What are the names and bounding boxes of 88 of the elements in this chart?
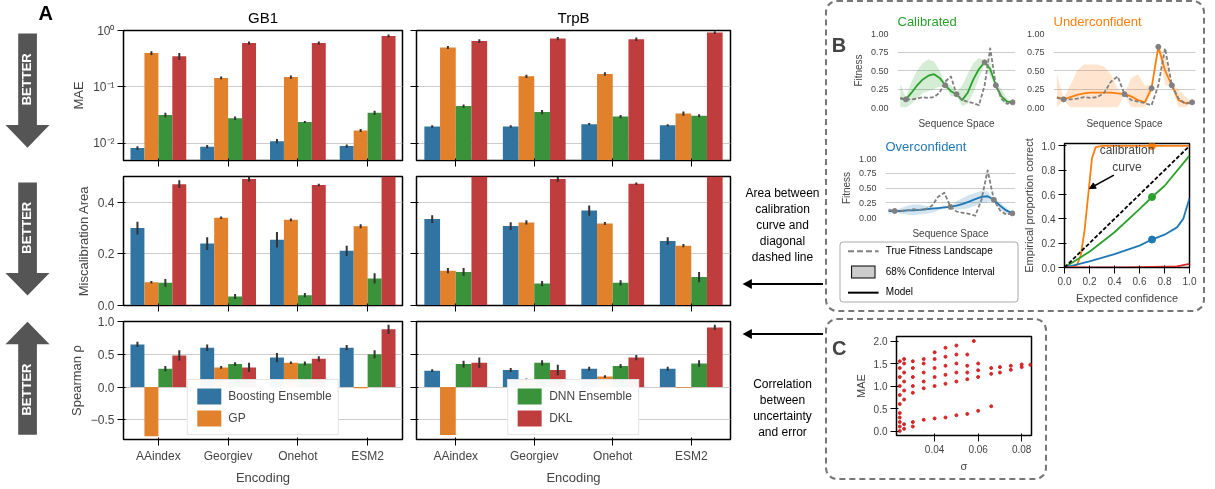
y-tick-label: 0.50 (858, 183, 877, 193)
chart-title: Overconfident (885, 138, 967, 154)
x-axis-title: Encoding (546, 469, 601, 485)
x-tick-label: 0.04 (924, 443, 945, 455)
text: A (38, 2, 53, 24)
y-tick-label: 1.00 (858, 153, 877, 164)
x-tick-label: 0.6 (1132, 275, 1147, 287)
y-tick-label: 10⁻² (93, 136, 115, 151)
y-axis-title: Miscalibration Area (75, 185, 91, 297)
x-tick-label: 1.0 (1182, 275, 1197, 287)
y-tick-label: 0.75 (858, 168, 877, 179)
y-tick-label: 0.75 (870, 47, 889, 57)
y-tick-label: 2.0 (873, 336, 888, 347)
y-tick-label: 10⁰ (97, 23, 115, 38)
x-axis-title: Expected confidence (1075, 291, 1179, 304)
y-axis-title: Fitness (840, 171, 852, 205)
y-tick-label: 0.0 (1041, 262, 1056, 274)
x-tick-label: Georgiev (203, 448, 253, 463)
y-axis-title: Empirical proportion correct (1022, 138, 1035, 273)
legend-label: Boosting Ensemble (228, 389, 332, 403)
y-tick-label: 0.0 (97, 380, 115, 395)
text: Area between calibration curve and diagonal dashed line (745, 186, 820, 265)
y-tick-label: 0.50 (870, 65, 889, 76)
y-tick-label: 0.0 (97, 299, 115, 313)
x-tick-label: 0.4 (1107, 275, 1122, 287)
x-tick-label: Onehot (593, 448, 634, 463)
y-tick-label: 0.25 (858, 197, 877, 208)
y-tick-label: 0.25 (1026, 84, 1045, 94)
x-axis-title: σ (960, 459, 968, 472)
x-axis-title: Encoding (235, 469, 291, 485)
x-tick-label: Georgiev (509, 448, 559, 463)
y-tick-label: 0.5 (97, 347, 115, 362)
legend-label: DNN Ensemble (549, 389, 632, 403)
y-tick-label: 0.0 (873, 426, 888, 437)
text: Model (885, 286, 914, 298)
y-tick-label: 0.4 (1041, 213, 1056, 225)
y-tick-label: 0.4 (97, 195, 115, 210)
x-tick-label: Onehot (278, 448, 319, 463)
chart-title: Calibrated (897, 13, 957, 29)
x-tick-label: 0.08 (1011, 443, 1032, 455)
x-tick-label: ESM2 (674, 448, 708, 463)
y-tick-label: −0.5 (90, 413, 115, 428)
y-axis-title: Fitness (852, 54, 864, 87)
y-tick-label: 0.2 (1041, 238, 1056, 250)
y-tick-label: 0.00 (1026, 102, 1045, 113)
y-tick-label: 1.00 (870, 28, 889, 39)
y-tick-label: 0.00 (870, 102, 889, 113)
x-tick-label: 0.06 (968, 443, 989, 455)
legend-label: DKL (549, 411, 573, 425)
y-tick-label: 0.6 (1041, 189, 1056, 201)
text: BETTER (18, 52, 34, 106)
chart-title: TrpB (557, 8, 590, 26)
text: C (831, 337, 847, 360)
y-tick-label: 0.75 (1026, 47, 1045, 57)
text: Correlation between uncertainty and error (753, 376, 812, 439)
y-tick-label: 0.50 (1026, 65, 1045, 76)
y-axis-title: MAE (854, 374, 867, 398)
x-tick-label: AAindex (433, 448, 479, 463)
y-tick-label: 1.0 (873, 381, 888, 392)
chart-title: Underconfident (1053, 13, 1143, 29)
x-tick-label: 0.0 (1057, 275, 1072, 287)
y-tick-label: 10⁻¹ (93, 80, 115, 94)
y-tick-label: 1.00 (1026, 28, 1045, 39)
y-tick-label: 0.00 (858, 212, 877, 223)
text: B (831, 34, 847, 57)
y-tick-label: 0.5 (873, 403, 888, 415)
x-tick-label: 0.2 (1082, 275, 1097, 287)
x-axis-title: Sequence Space (1086, 117, 1164, 129)
legend-label: GP (228, 411, 247, 425)
text: 68% Confidence Interval (885, 265, 995, 277)
x-axis-title: Sequence Space (918, 117, 996, 129)
y-tick-label: 1.0 (1041, 140, 1056, 152)
x-tick-label: ESM2 (351, 448, 385, 463)
x-axis-title: Sequence Space (912, 227, 990, 239)
y-tick-label: 1.5 (873, 358, 888, 370)
chart-title: GB1 (247, 8, 279, 26)
y-tick-label: 0.8 (1041, 165, 1056, 177)
y-tick-label: 0.25 (870, 84, 889, 94)
text: BETTER (18, 362, 34, 416)
y-axis-title: Spearman ρ (68, 344, 84, 416)
text: True Fitness Landscape (885, 244, 994, 256)
y-tick-label: 1.0 (97, 315, 115, 329)
x-tick-label: AAindex (136, 448, 181, 463)
annotation: calibration curve (1099, 142, 1155, 174)
text: BETTER (18, 201, 34, 254)
y-tick-label: 0.2 (97, 247, 115, 262)
x-tick-label: 0.8 (1157, 275, 1172, 287)
y-axis-title: MAE (71, 81, 87, 110)
